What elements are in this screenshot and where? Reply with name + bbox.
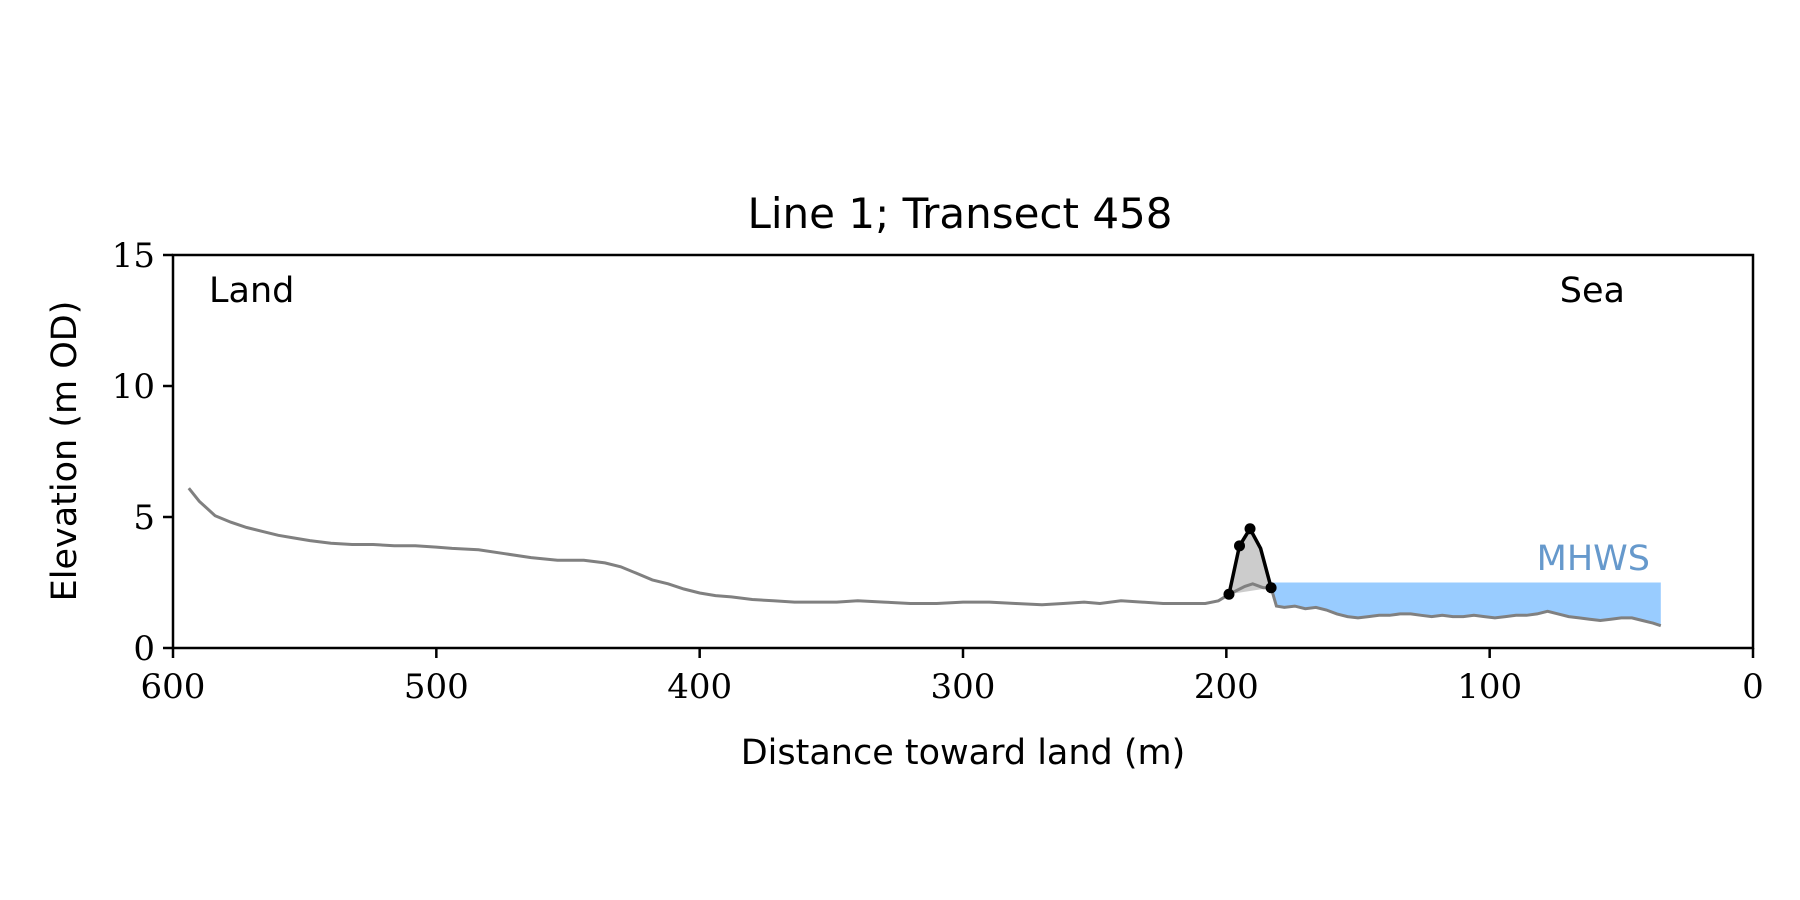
y-axis-label: Elevation (m OD)	[45, 301, 85, 602]
x-tick-label: 0	[1742, 667, 1764, 707]
mhws-label: MHWS	[1537, 539, 1650, 579]
y-tick-label: 15	[112, 236, 155, 276]
dune-point	[1223, 588, 1235, 600]
dune-point	[1244, 523, 1256, 535]
y-tick-label: 0	[133, 629, 155, 669]
x-tick-label: 400	[667, 667, 732, 707]
x-tick-label: 300	[931, 667, 996, 707]
x-tick-label: 200	[1194, 667, 1259, 707]
y-tick-label: 10	[112, 367, 155, 407]
dune-point	[1265, 582, 1277, 594]
x-tick-label: 500	[404, 667, 469, 707]
x-axis-ticks: 600 500 400 300 200 100 0	[141, 648, 1764, 707]
dune-point	[1234, 540, 1245, 552]
sea-annotation: Sea	[1560, 271, 1625, 311]
chart-title: Line 1; Transect 458	[747, 189, 1172, 238]
dune-points	[1223, 523, 1277, 600]
dune-fill	[1229, 528, 1272, 595]
land-annotation: Land	[209, 271, 294, 311]
x-axis-label: Distance toward land (m)	[741, 733, 1186, 773]
x-tick-label: 600	[141, 667, 206, 707]
elevation-profile-line	[187, 487, 1662, 628]
y-axis-ticks: 0 5 10 15	[112, 236, 173, 669]
y-tick-label: 5	[133, 498, 155, 538]
x-tick-label: 100	[1457, 667, 1522, 707]
